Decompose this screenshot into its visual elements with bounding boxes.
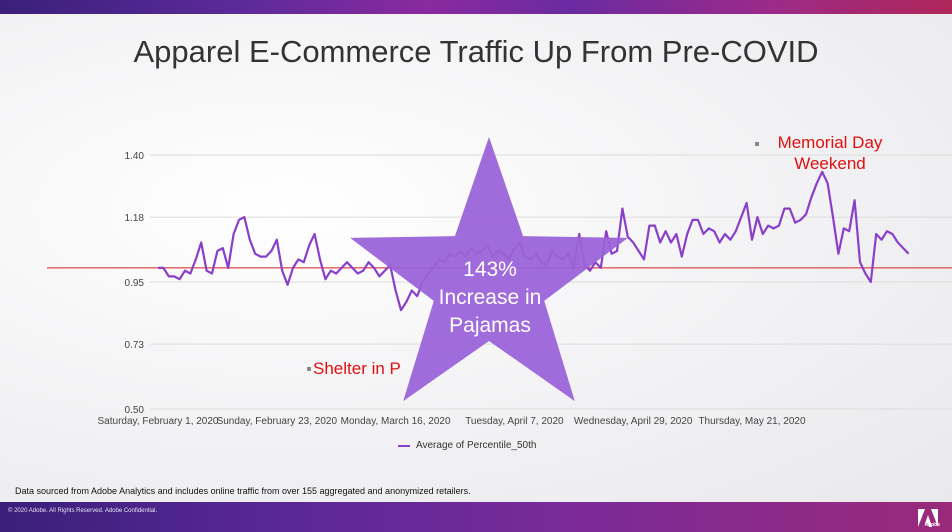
legend-label: Average of Percentile_50th <box>416 440 537 451</box>
x-tick-label: Thursday, May 21, 2020 <box>698 416 806 427</box>
annotation-bullet-memorial <box>755 142 759 146</box>
star-callout-line-3: Pajamas <box>449 314 531 337</box>
top-brand-bar <box>0 0 952 14</box>
adobe-logo-text: Adobe <box>924 522 940 528</box>
y-tick-label: 0.50 <box>125 405 145 416</box>
copyright-notice: © 2020 Adobe. All Rights Reserved. Adobe… <box>8 508 158 514</box>
star-callout-text: 143% Increase in Pajamas <box>390 256 590 340</box>
annotation-bullet-shelter <box>307 367 311 371</box>
x-tick-label: Tuesday, April 7, 2020 <box>465 416 564 427</box>
annotation-shelter-in-place: Shelter in P <box>313 359 401 378</box>
y-tick-label: 1.18 <box>125 213 145 224</box>
data-source-footnote: Data sourced from Adobe Analytics and in… <box>15 486 471 496</box>
x-tick-label: Wednesday, April 29, 2020 <box>574 416 693 427</box>
annotation-memorial-day: Memorial Day Weekend <box>770 132 890 174</box>
x-tick-label: Monday, March 16, 2020 <box>341 416 451 427</box>
slide-title: Apparel E-Commerce Traffic Up From Pre-C… <box>133 34 819 69</box>
legend-swatch <box>398 444 410 447</box>
x-tick-label: Sunday, February 23, 2020 <box>217 416 338 427</box>
x-tick-label: Saturday, February 1, 2020 <box>98 416 219 427</box>
bottom-brand-bar <box>0 502 952 532</box>
star-callout-line-2: Increase in <box>438 286 542 309</box>
y-tick-label: 0.73 <box>125 340 145 351</box>
annotation-memorial-line-2: Weekend <box>794 154 866 173</box>
y-tick-label: 1.40 <box>125 151 145 162</box>
annotation-memorial-line-1: Memorial Day <box>777 133 883 152</box>
adobe-logo-icon <box>918 509 938 527</box>
star-callout-shape <box>350 137 628 402</box>
y-tick-label: 0.95 <box>125 278 145 289</box>
chart-legend: Average of Percentile_50th <box>398 440 536 451</box>
star-callout-line-1: 143% <box>463 258 517 281</box>
